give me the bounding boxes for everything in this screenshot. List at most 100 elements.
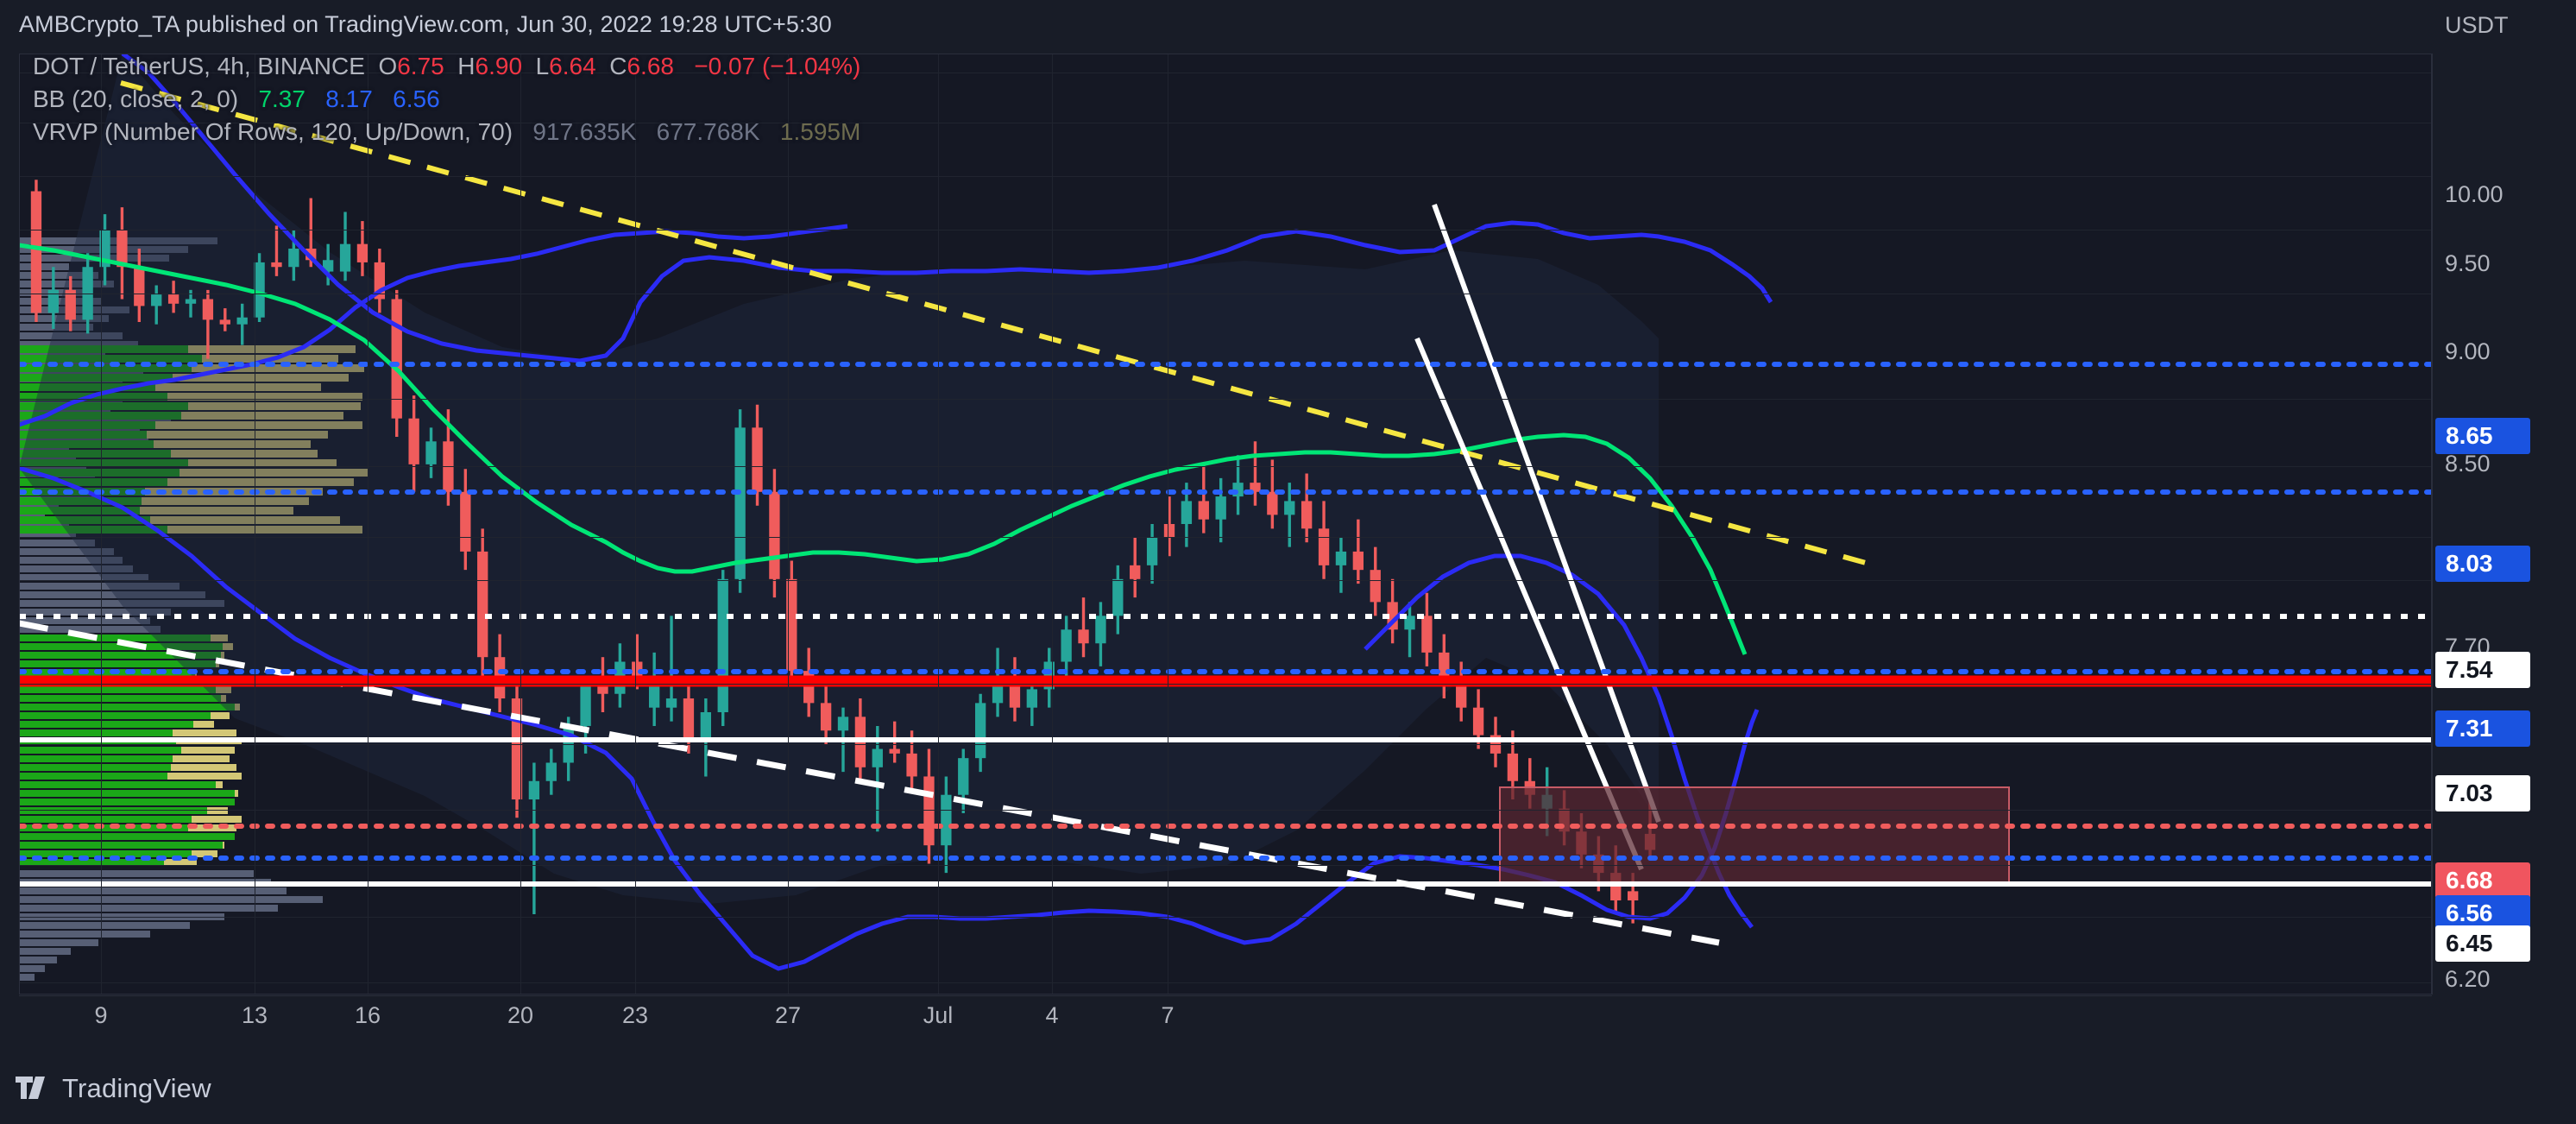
candle-body [700,712,712,740]
candle-body [271,262,282,268]
candle-body [511,698,523,800]
candle-body [1318,528,1330,565]
candle-body [1009,685,1021,708]
horizontal-gridline [19,865,2432,866]
time-axis-tick: 4 [1045,1002,1059,1028]
candle-body [1267,491,1278,515]
vertical-gridline [938,54,939,995]
horizontal-gridline [19,810,2432,811]
candle-body [837,717,849,731]
candle-body [117,230,128,268]
candle-body [1095,616,1106,644]
candle-body [236,317,248,325]
horizontal-gridline [19,399,2432,400]
price-tag-8-65[interactable]: 8.65 [2435,418,2530,454]
candle-body [460,491,471,552]
candle-body [356,243,368,262]
candle-body [477,551,488,658]
candle-body [786,578,797,672]
time-axis-tick: 9 [94,1002,108,1028]
candle-body [1215,496,1226,520]
horizontal-gridline [19,580,2432,581]
candle-body [923,776,935,846]
candle-body [254,262,265,318]
candle-body [202,299,214,320]
candle-body [820,703,832,731]
candle-body [1112,578,1124,616]
candle-body [339,243,351,272]
price-tag-7-31[interactable]: 7.31 [2435,710,2530,747]
candle-body [1146,537,1158,565]
candle-body [1061,629,1072,662]
price-axis-tick: 9.00 [2445,338,2491,364]
candle-body [134,267,145,306]
bb-upper-line [19,224,848,427]
horizontal-gridline [19,684,2432,685]
candle-body [992,685,1004,704]
candle-body [1421,616,1433,653]
candle-body [425,441,437,464]
white-descending-trendline [19,620,1720,946]
candle-body [1370,570,1381,603]
time-axis-tick: 23 [621,1002,649,1028]
candle-body [580,685,591,726]
horizontal-gridline [19,466,2432,467]
bb-lower-line [19,465,1760,971]
candle-body [1352,551,1364,571]
candle-body [1627,891,1639,900]
candle-body [288,248,299,268]
time-axis-tick: Jul [923,1002,954,1028]
time-axis-tick: 7 [1161,1002,1175,1028]
price-tag-8-03[interactable]: 8.03 [2435,546,2530,582]
candle-body [408,418,419,464]
vertical-gridline [1052,54,1053,995]
candle-body [219,319,230,325]
time-axis-tick: 20 [507,1002,534,1028]
candle-body [906,753,917,777]
price-axis-tick: 8.50 [2445,451,2491,477]
candle-body [717,578,728,712]
price-tag-7-03[interactable]: 7.03 [2435,775,2530,811]
candle-body [597,685,608,694]
chart-pane[interactable]: DOT / TetherUS, 4h, BINANCE O6.75 H6.90 … [19,54,2432,995]
candle-body [99,230,110,268]
tradingview-logo-icon [16,1077,45,1099]
price-tag-6-68[interactable]: 6.68 [2435,862,2530,899]
candle-body [1301,501,1313,529]
candle-body [752,427,763,492]
time-axis-tick: 27 [774,1002,802,1028]
price-tag-6-45[interactable]: 6.45 [2435,925,2530,962]
candle-body [683,698,695,740]
vertical-gridline [101,54,102,995]
candle-body [545,762,557,781]
bb-basis-line [19,243,1748,655]
candle-body [734,427,746,579]
price-axis-tick: 9.50 [2445,250,2491,276]
candle-body [1026,689,1038,708]
tradingview-brand[interactable]: TradingView [16,1073,211,1104]
channel-upper-line [1432,203,1661,824]
candle-body [1335,551,1347,565]
price-axis[interactable]: USDT 10.00 9.50 9.00 8.50 7.70 6.20 8.65… [2432,12,2576,995]
candle-body [1404,616,1415,630]
candle-body [528,780,540,800]
tradingview-brand-text: TradingView [62,1073,211,1103]
candle-body [65,289,76,320]
candle-body [167,294,180,304]
price-tag-7-54[interactable]: 7.54 [2435,652,2530,688]
candle-body [872,748,883,767]
candle-body [30,191,42,313]
candle-body [391,299,402,419]
candle-body [1472,707,1484,736]
time-axis[interactable]: 9 13 16 20 23 27 Jul 4 7 [19,995,2432,1045]
candle-body [974,703,986,759]
bb-upper-line-2 [121,54,1773,363]
candle-body [185,299,197,304]
time-axis-tick: 13 [241,1002,268,1028]
candle-body [958,758,969,795]
candle-body [1078,629,1089,644]
candle-body [941,794,952,846]
candle-body [1284,501,1295,515]
candle-body [82,267,93,320]
